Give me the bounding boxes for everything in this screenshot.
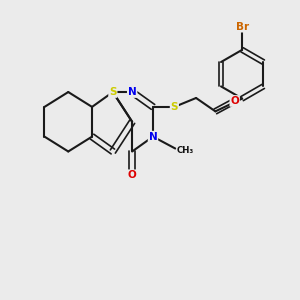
Text: N: N — [148, 132, 157, 142]
Text: O: O — [230, 96, 239, 106]
Text: N: N — [128, 87, 136, 97]
Text: Br: Br — [236, 22, 249, 32]
Text: S: S — [109, 87, 117, 97]
Text: O: O — [128, 170, 136, 180]
Text: CH₃: CH₃ — [177, 146, 194, 154]
Text: S: S — [171, 102, 178, 112]
